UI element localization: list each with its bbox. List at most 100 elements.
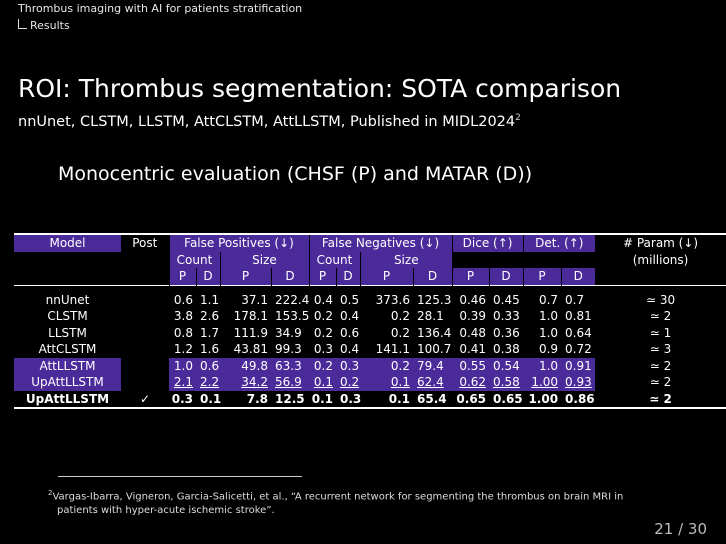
cell-fp-size-d: 99.3 [275, 342, 302, 356]
cell-fn-size-d: 28.1 [417, 309, 444, 323]
th-p: P [451, 268, 490, 285]
cell-post-check: ✓ [121, 390, 169, 409]
cell-fp-count-d: 0.1 [196, 390, 221, 409]
nav-title[interactable]: Thrombus imaging with AI for patients st… [18, 2, 303, 15]
cell-dice-p: 0.39 [459, 309, 487, 323]
th-d: D [412, 268, 453, 285]
table-row-best: UpAttLLSTM ✓ 0.3 0.1 7.8 12.5 0.1 0.3 0.… [14, 390, 726, 409]
cell-fp-size-p: 178.1 [233, 309, 268, 323]
cell-fp-size-d: 222.4 [275, 292, 310, 307]
cell-det-p: 1.0 [523, 357, 562, 374]
cell-fn-count-p: 0.1 [313, 375, 333, 389]
th-param-unit: (millions) [632, 252, 689, 267]
cell-fp-size-p: 43.81 [233, 342, 268, 356]
cell-post [121, 374, 169, 391]
cell-fn-size-d: 136.4 [417, 325, 452, 340]
cell-fn-size-p: 0.2 [390, 309, 410, 323]
cell-fn-count-p: 0.1 [309, 390, 336, 409]
cell-fn-size-d: 65.4 [413, 390, 453, 409]
cell-fp-size-p: 34.2 [241, 375, 268, 389]
th-d: D [270, 268, 309, 285]
th-d: D [488, 268, 524, 285]
cell-fp-count-p: 0.3 [169, 390, 196, 409]
cell-fn-count-d: 0.4 [340, 342, 360, 356]
cell-det-p: 1.0 [538, 309, 559, 323]
table-row: LLSTM 0.8 1.7 111.9 34.9 0.2 0.6 0.2 136… [14, 325, 726, 342]
cell-fp-size-d: 63.3 [271, 357, 309, 374]
cell-fp-size-d: 12.5 [271, 390, 309, 409]
cell-dice-p: 0.55 [452, 357, 490, 374]
cell-det-d: 0.81 [565, 309, 592, 323]
header-row-1: Model Post False Positives (↓) False Neg… [14, 233, 726, 252]
cell-dice-p: 0.65 [452, 390, 490, 409]
cell-det-p: 0.9 [538, 342, 559, 356]
cell-fp-count-d: 0.6 [196, 357, 220, 374]
th-p: P [308, 268, 336, 285]
table-row-highlight: AttLLSTM 1.0 0.6 49.8 63.3 0.2 0.3 0.2 7… [14, 357, 726, 374]
cell-fp-count-p: 0.8 [173, 325, 193, 340]
cell-det-p: 1.0 [538, 325, 559, 340]
cell-fp-count-p: 1.0 [169, 357, 196, 374]
cell-fp-size-d: 56.9 [275, 375, 302, 389]
header-row-2: Count Size Count Size (millions) [14, 251, 726, 268]
footnote-line-1: 2Vargas-Ibarra, Vigneron, Garcia-Salicet… [48, 486, 698, 504]
cell-param: ≃ 30 [645, 292, 676, 307]
cell-det-d: 0.7 [565, 292, 585, 307]
slide-subtitle: nnUnet, CLSTM, LLSTM, AttCLSTM, AttLLSTM… [18, 113, 521, 130]
cell-fn-size-p: 0.1 [360, 390, 413, 409]
cell-fn-size-p: 0.1 [390, 375, 410, 389]
th-d: D [560, 268, 596, 285]
cell-fp-size-p: 111.9 [233, 325, 268, 340]
th-fp-count: Count [168, 251, 220, 268]
cell-param: ≃ 2 [649, 309, 672, 323]
th-p: P [219, 268, 271, 285]
cell-fn-count-p: 0.2 [313, 325, 333, 340]
cell-model: AttLLSTM [14, 357, 121, 374]
footnote: 2Vargas-Ibarra, Vigneron, Garcia-Salicet… [48, 486, 698, 518]
th-fn-size: Size [359, 251, 453, 268]
cell-param: ≃ 2 [649, 375, 672, 389]
cell-fn-count-p: 0.4 [313, 292, 333, 307]
cell-model: LLSTM [48, 325, 87, 340]
th-dice: Dice (↑) [451, 233, 524, 252]
cell-fn-size-d: 100.7 [417, 342, 452, 356]
cell-fn-count-p: 0.2 [309, 357, 336, 374]
cell-param: ≃ 3 [649, 342, 672, 356]
cell-fn-size-d: 125.3 [417, 292, 452, 307]
cell-fp-count-d: 1.1 [200, 292, 220, 307]
cell-det-d: 0.72 [565, 342, 592, 356]
th-fp-size: Size [219, 251, 309, 268]
cell-fn-count-p: 0.2 [313, 309, 333, 323]
cell-dice-p: 0.48 [459, 325, 487, 340]
cell-fp-count-d: 2.6 [200, 309, 220, 323]
cell-dice-d: 0.45 [493, 292, 520, 307]
cell-dice-d: 0.65 [489, 390, 524, 409]
cell-fn-count-d: 0.6 [340, 325, 360, 340]
table-row: AttCLSTM 1.2 1.6 43.81 99.3 0.3 0.4 141.… [14, 341, 726, 358]
cell-dice-d: 0.58 [493, 375, 520, 389]
cell-post [121, 341, 169, 358]
cell-fp-size-p: 49.8 [220, 357, 271, 374]
cell-dice-d: 0.33 [493, 309, 520, 323]
subtitle-text: nnUnet, CLSTM, LLSTM, AttCLSTM, AttLLSTM… [18, 113, 516, 130]
cell-det-p: 0.7 [538, 292, 559, 307]
cell-det-d: 0.86 [561, 390, 596, 409]
cell-fp-count-p: 2.1 [173, 375, 193, 389]
cell-fn-size-p: 141.1 [375, 342, 410, 356]
footnote-text-1: Vargas-Ibarra, Vigneron, Garcia-Salicett… [52, 491, 624, 503]
cell-fn-count-d: 0.5 [340, 292, 360, 307]
cell-post [121, 325, 169, 342]
cell-fp-count-d: 1.6 [200, 342, 220, 356]
cell-dice-p: 0.46 [459, 292, 487, 307]
cell-post [121, 292, 169, 309]
cell-fp-count-p: 1.2 [173, 342, 193, 356]
cell-fn-count-d: 0.3 [336, 357, 360, 374]
cell-model: nnUnet [45, 292, 90, 307]
cell-fn-size-p: 373.6 [375, 292, 410, 307]
th-false-positives: False Positives (↓) [168, 233, 309, 252]
th-fn-count: Count [308, 251, 360, 268]
th-p: P [359, 268, 413, 285]
subtitle-ref[interactable]: 2 [515, 113, 521, 123]
nav-section[interactable]: Results [18, 19, 70, 32]
th-p: P [168, 268, 196, 285]
